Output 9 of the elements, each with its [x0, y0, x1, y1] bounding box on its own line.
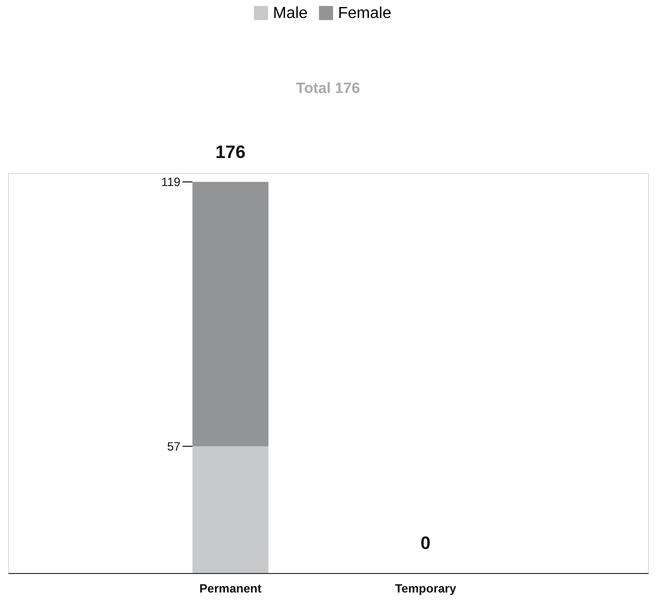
legend-label: Male	[273, 5, 308, 22]
total-label: 176	[215, 142, 246, 162]
x-tick-label: Permanent	[199, 582, 262, 596]
data-label: 119	[161, 174, 181, 189]
data-label: 57	[167, 439, 181, 454]
legend-label: Female	[338, 5, 392, 22]
total-label: 0	[420, 533, 431, 553]
x-tick-label: Temporary	[394, 582, 456, 596]
text: Total 176	[296, 80, 360, 97]
